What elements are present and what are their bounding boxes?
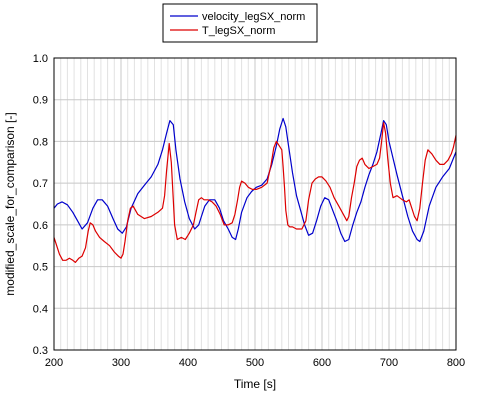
legend: velocity_legSX_norm T_legSX_norm: [162, 3, 318, 43]
x-tick-labels: 200 300 400 500 600 700 800: [45, 357, 465, 369]
y-tick-label: 0.5: [33, 262, 48, 274]
y-tick-label: 0.9: [33, 95, 48, 107]
plot-frame: [53, 57, 457, 351]
y-tick-label: 0.3: [33, 345, 48, 357]
x-tick-label: 200: [45, 357, 63, 369]
y-tick-label: 0.8: [33, 136, 48, 148]
x-grid: [60, 58, 450, 350]
x-tick-label: 500: [246, 357, 264, 369]
x-axis-title: Time [s]: [234, 377, 276, 391]
x-tick-label: 400: [179, 357, 197, 369]
series-layer: [53, 117, 457, 263]
legend-label: T_legSX_norm: [202, 25, 275, 37]
legend-label: velocity_legSX_norm: [202, 11, 305, 23]
x-tick-label: 300: [112, 357, 130, 369]
y-tick-labels: 0.3 0.4 0.5 0.6 0.7 0.8 0.9 1.0: [33, 53, 48, 357]
y-tick-label: 0.4: [33, 303, 48, 315]
x-tick-label: 800: [447, 357, 465, 369]
y-tick-label: 1.0: [33, 53, 48, 65]
y-axis-title: modified_scale_for_comparison [-]: [3, 112, 17, 295]
series-line-T: [53, 122, 457, 263]
x-tick-label: 600: [313, 357, 331, 369]
y-tick-label: 0.6: [33, 220, 48, 232]
x-tick-label: 700: [380, 357, 398, 369]
legend-box: [162, 3, 318, 43]
y-tick-label: 0.7: [33, 178, 48, 190]
